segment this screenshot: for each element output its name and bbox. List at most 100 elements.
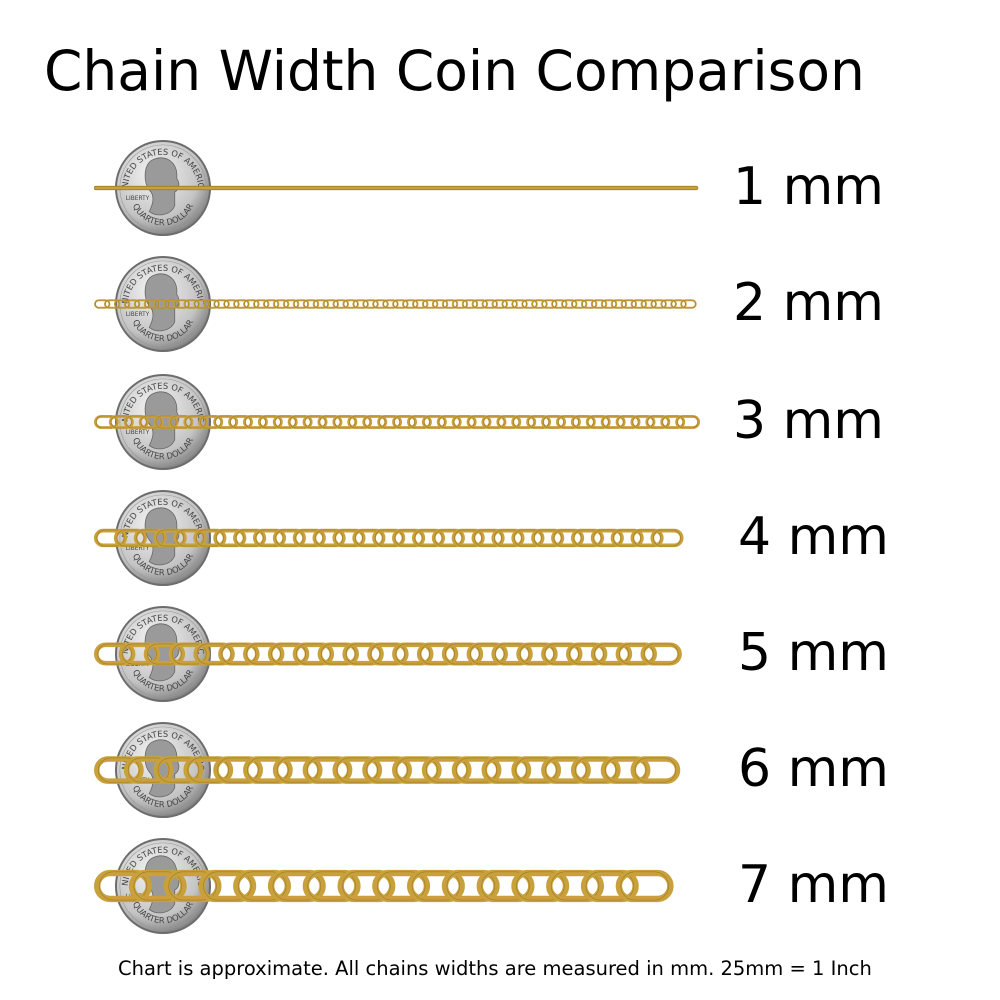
chain-link <box>272 756 323 784</box>
chain-link <box>138 415 164 429</box>
chain-link-edge <box>651 299 666 309</box>
chain-link <box>407 869 465 903</box>
chain-link <box>133 528 167 548</box>
chain-link <box>580 299 598 309</box>
chain-link <box>302 756 353 784</box>
chain-link <box>451 528 485 548</box>
chain-link-edge <box>643 643 679 665</box>
chain-link-edge <box>168 871 217 901</box>
chain-link <box>392 528 426 548</box>
chain-link-edge <box>319 415 341 429</box>
chain-link <box>113 299 131 309</box>
chain-link-edge <box>303 299 319 309</box>
chain-width-label: 2 mm <box>733 273 884 333</box>
chain-link <box>496 415 522 429</box>
chain-link-edge <box>522 299 537 309</box>
quarter-coin-image: UNITED STATES OF AMERICA QUARTER DOLLAR … <box>114 373 212 471</box>
chain-link-edge <box>293 299 309 309</box>
chain-link-edge <box>214 299 229 309</box>
chain-link <box>108 415 134 429</box>
chain-link <box>218 642 260 666</box>
chain-link-edge <box>581 299 597 309</box>
chain-link <box>630 528 664 548</box>
chain-link-edge <box>176 529 204 547</box>
chain-link-edge <box>585 871 635 901</box>
chain-link-edge <box>562 299 577 309</box>
chain-link <box>342 299 359 309</box>
chain-link <box>511 869 570 903</box>
chain-link <box>476 869 535 903</box>
chain-link-edge <box>601 299 617 309</box>
chain-link <box>466 642 508 666</box>
chain-link <box>555 415 581 429</box>
chain-link-edge <box>335 529 363 547</box>
chain-link <box>347 415 373 429</box>
chain-link-edge <box>474 529 503 547</box>
chain-link <box>282 299 300 309</box>
chain-link-edge <box>569 643 604 665</box>
chain-link <box>660 415 686 429</box>
chain-link <box>233 299 250 309</box>
chain-link <box>362 756 412 784</box>
chain-link-edge <box>472 299 487 309</box>
chain-link <box>242 415 268 429</box>
chain-link <box>252 299 270 309</box>
chain-link <box>133 299 151 309</box>
chain-link-edge <box>349 415 371 429</box>
chain-link-edge <box>550 871 600 901</box>
chain-link <box>541 299 558 309</box>
chain-link-edge <box>110 415 132 429</box>
chain-link-edge <box>187 757 229 783</box>
chain-link <box>143 299 161 309</box>
chain-link <box>570 415 596 429</box>
chain-link <box>565 642 608 666</box>
chain-link-edge <box>528 415 550 429</box>
chain-link-edge <box>545 757 587 783</box>
chain-row: UNITED STATES OF AMERICA QUARTER DOLLAR … <box>0 715 1000 825</box>
chain-link-edge <box>574 757 617 783</box>
chain-link <box>615 869 674 903</box>
chain-link <box>600 756 651 784</box>
chain-link <box>183 756 234 784</box>
chain-link <box>491 299 508 309</box>
chain-link-edge <box>438 415 460 429</box>
chain-link-edge <box>620 871 669 901</box>
chain-link-edge <box>277 757 319 783</box>
chain-link <box>332 299 349 309</box>
chain-link-edge <box>411 871 461 901</box>
chain-link <box>367 642 409 666</box>
chain-link <box>401 299 419 309</box>
chain-link <box>615 415 641 429</box>
chain-link-edge <box>613 529 642 547</box>
chain-link <box>118 642 161 666</box>
chain-link-edge <box>271 643 306 665</box>
chain-link <box>675 415 700 429</box>
chain-link-edge <box>184 299 199 309</box>
chain-link <box>526 415 552 429</box>
chain-link-edge <box>234 299 249 309</box>
chain-width-label: 3 mm <box>733 391 884 451</box>
chain-link <box>312 299 330 309</box>
chain-link <box>302 415 328 429</box>
chain-link <box>153 415 179 429</box>
chain-link-edge <box>395 643 431 665</box>
chain-5mm <box>94 642 682 666</box>
chain-link <box>123 299 141 309</box>
chain-link <box>257 415 283 429</box>
chain-link-edge <box>621 299 636 309</box>
chain-link-edge <box>572 299 587 309</box>
footnote: Chart is approximate. All chains widths … <box>118 957 872 980</box>
chain-link <box>382 299 399 309</box>
chain-link <box>352 528 386 548</box>
chain-row: UNITED STATES OF AMERICA QUARTER DOLLAR … <box>0 483 1000 593</box>
chain-link <box>332 415 358 429</box>
chain-link <box>570 528 605 548</box>
chain-link-edge <box>573 529 602 547</box>
chain-link-edge <box>127 757 170 783</box>
chain-link <box>213 415 239 429</box>
chain-link <box>292 642 335 666</box>
chain-4mm <box>94 528 684 548</box>
chain-link-edge <box>494 529 522 547</box>
chain-link <box>173 528 207 548</box>
chain-link <box>411 299 429 309</box>
